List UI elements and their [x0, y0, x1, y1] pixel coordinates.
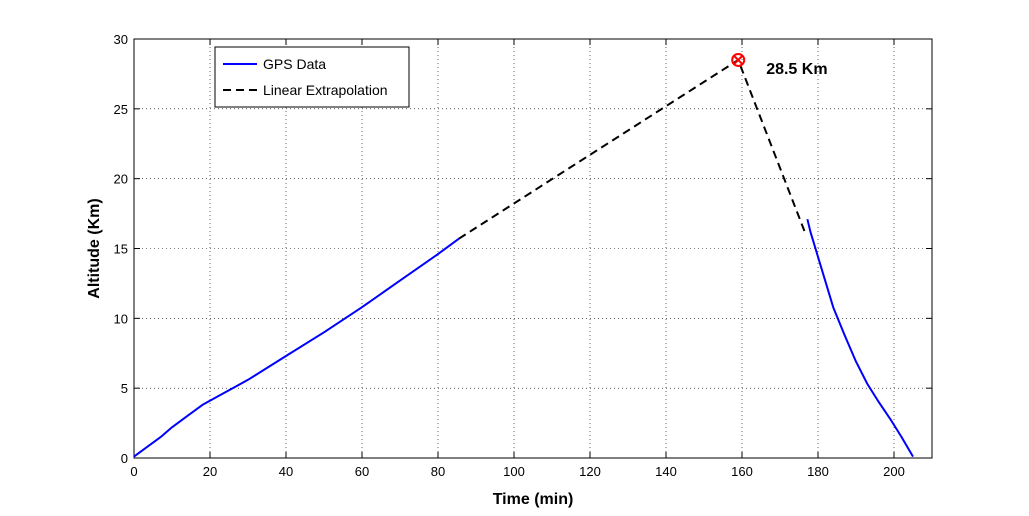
x-tick-label: 20: [203, 464, 217, 479]
x-axis-label: Time (min): [493, 491, 574, 508]
y-tick-label: 15: [114, 242, 128, 257]
x-tick-label: 140: [655, 464, 677, 479]
peak-marker-circle: [731, 52, 746, 67]
peak-marker: [731, 52, 746, 67]
y-tick-label: 5: [121, 381, 128, 396]
y-tick-label: 10: [114, 311, 128, 326]
y-axis-label: Altitude (Km): [86, 198, 103, 298]
legend: GPS Data Linear Extrapolation: [214, 46, 410, 108]
series: [133, 59, 914, 458]
x-tick-label: 160: [731, 464, 753, 479]
legend-entry: Linear Extrapolation: [263, 82, 388, 98]
grid: [134, 39, 932, 458]
y-tick-label: 20: [114, 172, 128, 187]
x-tick-label: 120: [579, 464, 601, 479]
annotations: 28.5 Km: [731, 52, 828, 78]
x-tick-label: 200: [883, 464, 905, 479]
y-tick-label: 25: [114, 102, 128, 117]
gps-data-line: [133, 237, 460, 458]
x-tick-label: 180: [807, 464, 829, 479]
x-tick-label: 40: [279, 464, 293, 479]
gps-data-line: [806, 218, 914, 458]
legend-box: [214, 46, 410, 108]
peak-marker-cross: [733, 55, 744, 65]
extrapolation-line: [458, 59, 806, 240]
peak-annotation-label: 28.5 Km: [766, 61, 827, 78]
x-tick-label: 0: [130, 464, 137, 479]
legend-entry: GPS Data: [263, 56, 326, 72]
x-tick-label: 60: [355, 464, 369, 479]
axis-ticks: 0 20 40 60 80 100 120 140 160 180 200 0 5 10 15 20 25 30: [114, 32, 932, 479]
y-tick-label: 0: [121, 451, 128, 466]
x-tick-label: 100: [503, 464, 525, 479]
y-tick-label: 30: [114, 32, 128, 47]
x-tick-label: 80: [431, 464, 445, 479]
